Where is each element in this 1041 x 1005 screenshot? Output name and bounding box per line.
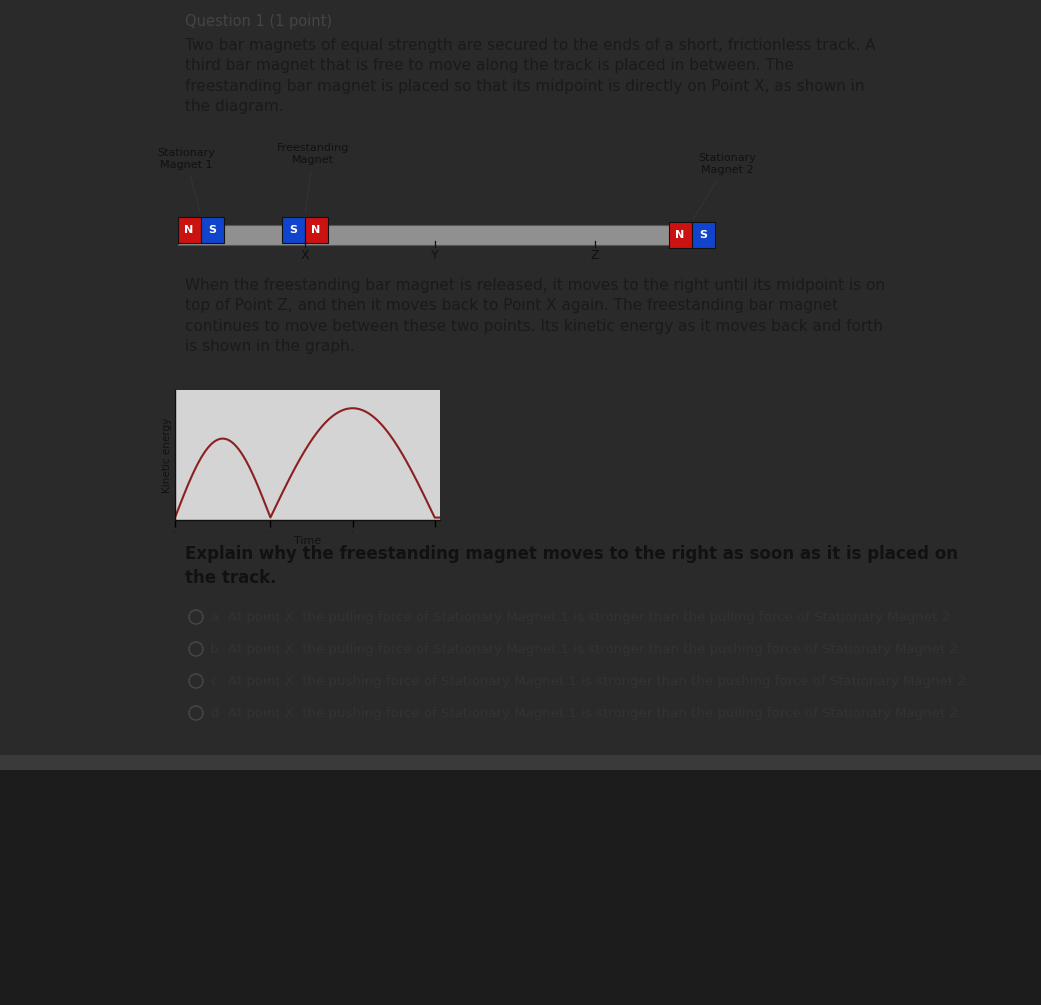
Bar [178, 217, 201, 243]
Text: N: N [184, 225, 194, 235]
Text: Question 1 (1 point): Question 1 (1 point) [185, 14, 332, 29]
Bar [282, 217, 305, 243]
Text: Z: Z [590, 249, 600, 262]
Text: X: X [301, 249, 309, 262]
Text: b: b [210, 642, 219, 655]
Text: Explain why the freestanding magnet moves to the right as soon as it is placed o: Explain why the freestanding magnet move… [185, 545, 958, 587]
Bar [0, 755, 1041, 770]
Text: Stationary
Magnet 1: Stationary Magnet 1 [157, 149, 214, 213]
Bar [692, 222, 715, 248]
Text: N: N [311, 225, 321, 235]
Text: At point X, the pulling force of Stationary Magnet 1 is stronger than the pushin: At point X, the pulling force of Station… [228, 642, 962, 655]
Text: a: a [210, 610, 219, 623]
Bar [305, 217, 328, 243]
Bar [669, 222, 692, 248]
Text: S: S [208, 225, 215, 235]
Bar [178, 225, 715, 245]
X-axis label: Time: Time [294, 536, 321, 546]
Text: N: N [676, 230, 685, 240]
Text: Two bar magnets of equal strength are secured to the ends of a short, frictionle: Two bar magnets of equal strength are se… [185, 38, 875, 115]
Y-axis label: Kinetic energy: Kinetic energy [162, 417, 172, 492]
Text: S: S [699, 230, 707, 240]
Text: Y: Y [431, 249, 439, 262]
Text: Stationary
Magnet 2: Stationary Magnet 2 [693, 154, 756, 219]
Text: At point X, the pulling force of Stationary Magnet 1 is stronger than the pullin: At point X, the pulling force of Station… [228, 610, 955, 623]
Bar [0, 755, 1041, 1005]
Text: c: c [210, 674, 218, 687]
Text: At point X, the pushing force of Stationary Magnet 1 is stronger than the pullin: At point X, the pushing force of Station… [228, 707, 962, 720]
Text: S: S [289, 225, 297, 235]
Text: Freestanding
Magnet: Freestanding Magnet [277, 144, 349, 213]
Text: d: d [210, 707, 219, 720]
Text: At point X, the pushing force of Stationary Magnet 1 is stronger than the pushin: At point X, the pushing force of Station… [228, 674, 970, 687]
Text: When the freestanding bar magnet is released, it moves to the right until its mi: When the freestanding bar magnet is rele… [185, 278, 885, 354]
Bar [201, 217, 224, 243]
